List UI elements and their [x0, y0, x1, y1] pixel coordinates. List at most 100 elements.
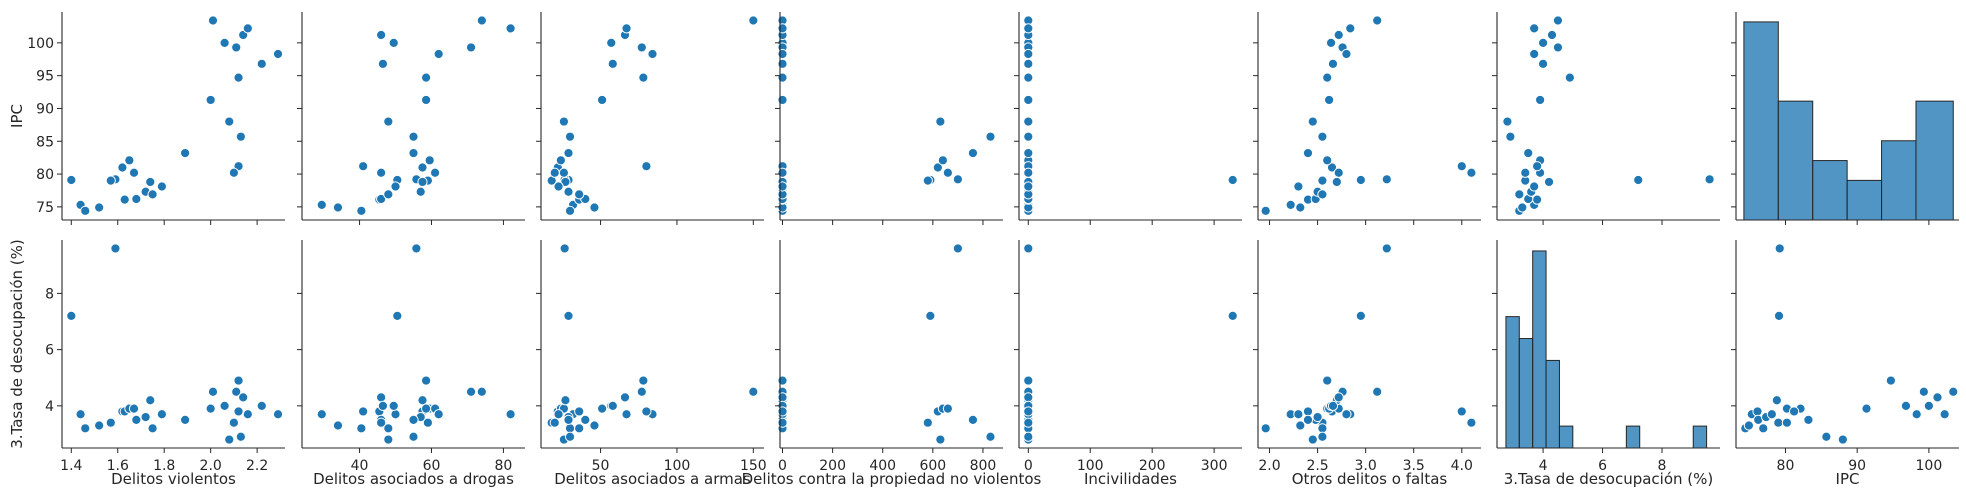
x-tick-label: 2.0 [1258, 458, 1280, 474]
scatter-point [1743, 420, 1755, 431]
scatter-point [932, 162, 943, 173]
scatter-point [233, 406, 244, 417]
scatter-point [942, 167, 953, 178]
scatter-point [1537, 58, 1549, 69]
scatter-point [390, 181, 401, 192]
scatter-point [935, 116, 946, 127]
panel-desocupacion-vs-violentos: 4 6 8 1.4 1.6 1.8 2.0 2.2 Delitos violentos [45, 240, 285, 488]
scatter-point [156, 181, 167, 192]
histogram-bar [1812, 160, 1848, 221]
x-tick-label: 4.0 [1451, 458, 1473, 474]
scatter-point [94, 420, 105, 431]
scatter-point [1302, 406, 1314, 417]
scatter-point [1023, 23, 1034, 34]
scatter-point [383, 434, 394, 445]
histogram-bar [1545, 359, 1560, 449]
x-tick-label: 0 [1024, 458, 1033, 474]
scatter-point [219, 37, 230, 48]
scatter-point [641, 406, 652, 417]
scatter-point [1331, 176, 1342, 188]
scatter-point [1324, 94, 1335, 106]
y-tick-label: 100 [27, 36, 54, 52]
scatter-point [377, 400, 389, 411]
scatter-point [1773, 417, 1784, 428]
scatter-point [1322, 155, 1333, 166]
x-tick-label: 50 [592, 458, 610, 474]
scatter-point [1227, 174, 1238, 186]
scatter-point [1333, 167, 1344, 178]
scatter-point [922, 175, 933, 186]
scatter-point [1505, 131, 1516, 142]
scatter-point [1552, 15, 1564, 26]
scatter-point [1317, 131, 1328, 142]
scatter-point [1333, 392, 1344, 403]
scatter-point [420, 403, 432, 414]
scatter-point [1456, 161, 1467, 172]
scatter-point [1529, 23, 1540, 34]
histogram-bar [1881, 140, 1917, 221]
scatter-point [589, 202, 600, 213]
scatter-point [147, 189, 158, 200]
scatter-point [985, 431, 996, 442]
scatter-point [1345, 23, 1356, 34]
scatter-point [558, 167, 570, 178]
scatter-point [465, 386, 477, 397]
histogram-bar [1692, 425, 1708, 449]
histogram-bar [1915, 100, 1954, 221]
scatter-point [1517, 202, 1528, 213]
scatter-point [1317, 175, 1328, 186]
scatter-point [224, 434, 235, 445]
scatter-point [392, 310, 403, 321]
x-tick-label: 40 [351, 458, 369, 474]
scatter-point [224, 116, 235, 127]
y-tick-label: 4 [45, 399, 54, 415]
scatter-point [117, 162, 128, 173]
scatter-point [638, 375, 649, 386]
scatter-point [1023, 48, 1034, 60]
scatter-point [358, 406, 369, 417]
scatter-point [1293, 409, 1304, 420]
scatter-point [777, 72, 788, 83]
scatter-point [1546, 29, 1558, 41]
scatter-point [1821, 431, 1832, 442]
scatter-point [549, 417, 560, 428]
x-tick-label: 3.5 [1403, 458, 1425, 474]
scatter-point [1704, 174, 1715, 185]
scatter-point [563, 310, 574, 321]
scatter-point [1322, 72, 1333, 83]
scatter-point [231, 42, 242, 53]
scatter-point [433, 409, 444, 420]
scatter-point [1372, 15, 1383, 26]
scatter-point [560, 395, 571, 406]
scatter-point [465, 42, 477, 53]
scatter-point [647, 48, 658, 60]
scatter-point [1327, 400, 1339, 411]
scatter-point [231, 386, 242, 397]
scatter-point [1774, 243, 1785, 254]
x-tick-label: 1.4 [60, 458, 82, 474]
scatter-point [219, 400, 230, 411]
scatter-point [952, 243, 963, 254]
scatter-point [1381, 243, 1392, 254]
scatter-point [1295, 420, 1306, 431]
scatter-point [596, 403, 608, 414]
scatter-point [553, 181, 564, 192]
y-tick-label: 80 [36, 167, 54, 183]
scatter-point [1939, 409, 1950, 420]
x-tick-label: 100 [664, 458, 691, 474]
scatter-point [207, 386, 219, 397]
scatter-point [332, 420, 344, 431]
scatter-point [1325, 37, 1337, 48]
scatter-point [1023, 72, 1034, 83]
scatter-point [1861, 403, 1872, 414]
scatter-point [1333, 29, 1344, 41]
scatter-point [205, 403, 216, 414]
y-tick-label: 75 [36, 200, 54, 216]
scatter-point [777, 417, 788, 428]
scatter-point [574, 406, 585, 417]
scatter-point [1918, 386, 1929, 397]
scatter-point [1260, 205, 1271, 216]
scatter-point [1023, 406, 1034, 417]
